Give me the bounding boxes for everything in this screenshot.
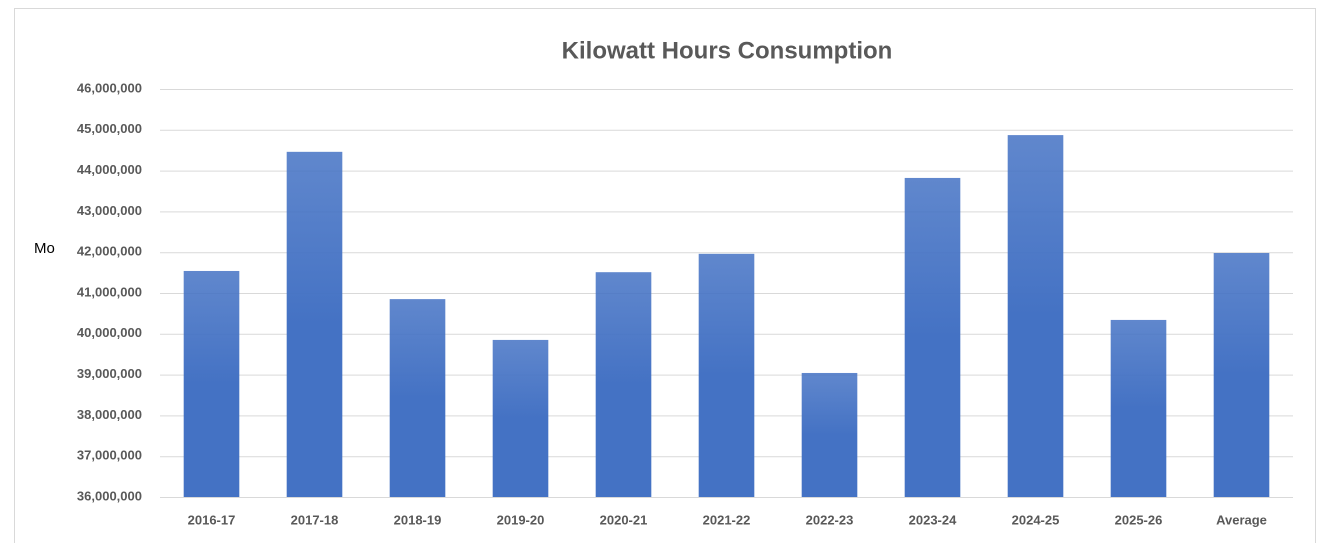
x-tick-label: 2025-26 — [1115, 512, 1163, 527]
x-tick-label: 2023-24 — [909, 512, 957, 527]
y-tick-label: 38,000,000 — [77, 407, 142, 422]
x-tick-label: 2020-21 — [600, 512, 648, 527]
x-tick-label: 2018-19 — [394, 512, 442, 527]
y-tick-label: 43,000,000 — [77, 203, 142, 218]
bar — [904, 177, 961, 497]
bar — [389, 299, 446, 497]
x-tick-label: 2016-17 — [188, 512, 236, 527]
chart-title: Kilowatt Hours Consumption — [562, 37, 893, 64]
y-tick-label: 39,000,000 — [77, 366, 142, 381]
bar — [801, 372, 858, 497]
y-tick-label: 42,000,000 — [77, 244, 142, 259]
y-tick-label: 44,000,000 — [77, 162, 142, 177]
x-tick-label: 2021-22 — [703, 512, 751, 527]
x-tick-label: 2019-20 — [497, 512, 545, 527]
y-axis-label: Mo — [34, 240, 55, 257]
bar — [1007, 135, 1064, 497]
bar — [1213, 253, 1270, 497]
y-tick-label: 37,000,000 — [77, 448, 142, 463]
bar — [595, 272, 652, 497]
bar — [286, 151, 343, 497]
bar — [1110, 319, 1167, 497]
bar — [492, 339, 549, 497]
y-tick-label: 46,000,000 — [77, 80, 142, 95]
y-tick-label: 41,000,000 — [77, 284, 142, 299]
y-tick-label: 36,000,000 — [77, 488, 142, 503]
x-tick-label: 2022-23 — [806, 512, 854, 527]
bar — [183, 270, 240, 497]
x-tick-label: 2017-18 — [291, 512, 339, 527]
bar — [698, 253, 755, 497]
x-tick-label: 2024-25 — [1012, 512, 1060, 527]
x-tick-label: Average — [1216, 512, 1267, 527]
y-tick-label: 45,000,000 — [77, 121, 142, 136]
y-tick-label: 40,000,000 — [77, 325, 142, 340]
